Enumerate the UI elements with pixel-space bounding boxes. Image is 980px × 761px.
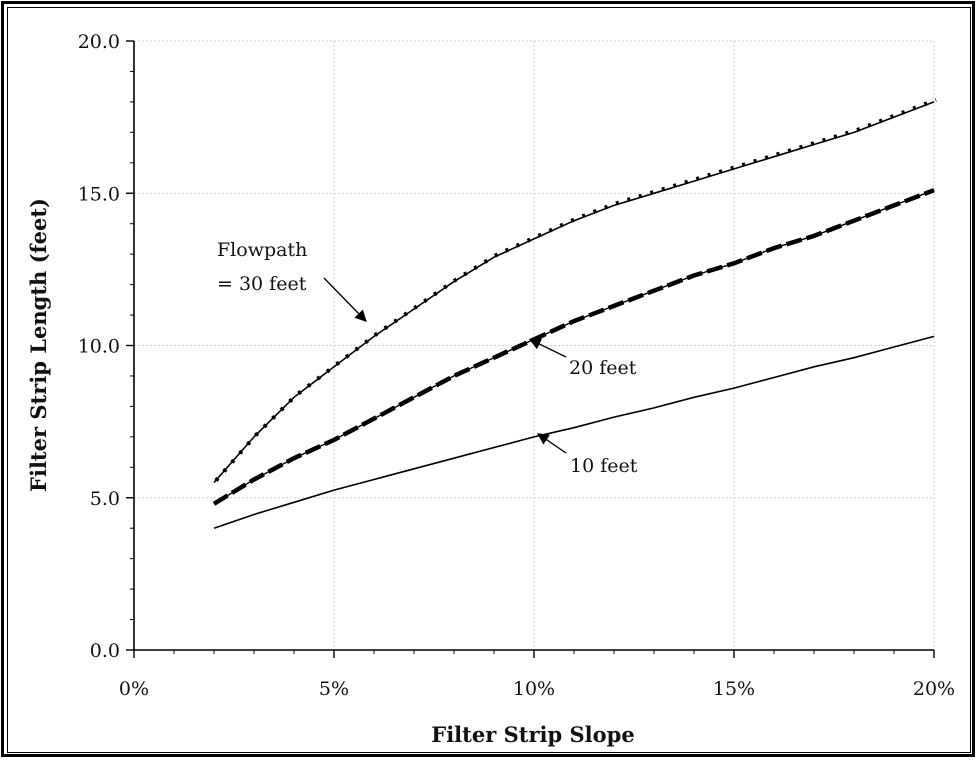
annotation-label: Flowpath [217,239,307,261]
x-axis-title: Filter Strip Slope [431,722,634,747]
annotation-arrow [323,277,367,322]
series-line-10-feet [213,335,935,529]
x-tick-label: 5% [319,678,349,700]
annotation-label: = 30 feet [217,273,307,295]
annotation-label: 10 feet [570,455,638,477]
annotation-label: 20 feet [569,357,637,379]
x-tick-label: 15% [713,678,755,700]
x-tick-label: 10% [513,678,555,700]
annotations: Flowpath = 30 feet 20 feet 10 feet [217,239,638,477]
y-tick-label: 15.0 [78,183,120,205]
x-tick-label: 0% [119,678,149,700]
y-tick-label: 10.0 [78,336,120,358]
ticks: 0.0 5.0 10.0 15.0 20.0 0% 5% 10% 15% 20% [78,31,955,700]
y-tick-label: 0.0 [90,640,120,662]
annotation-arrow [537,433,567,454]
y-tick-label: 5.0 [90,488,120,510]
series-dots-30-feet [214,98,937,482]
series-lines [212,98,937,529]
series-line-30-feet [213,101,935,484]
y-tick-label: 20.0 [78,31,120,53]
grid [134,40,935,650]
inner-frame [7,7,971,753]
series-dashes-20-feet [212,188,935,506]
y-axis-title: Filter Strip Length (feet) [26,198,51,492]
x-tick-label: 20% [913,678,955,700]
annotation-arrow [528,338,567,358]
